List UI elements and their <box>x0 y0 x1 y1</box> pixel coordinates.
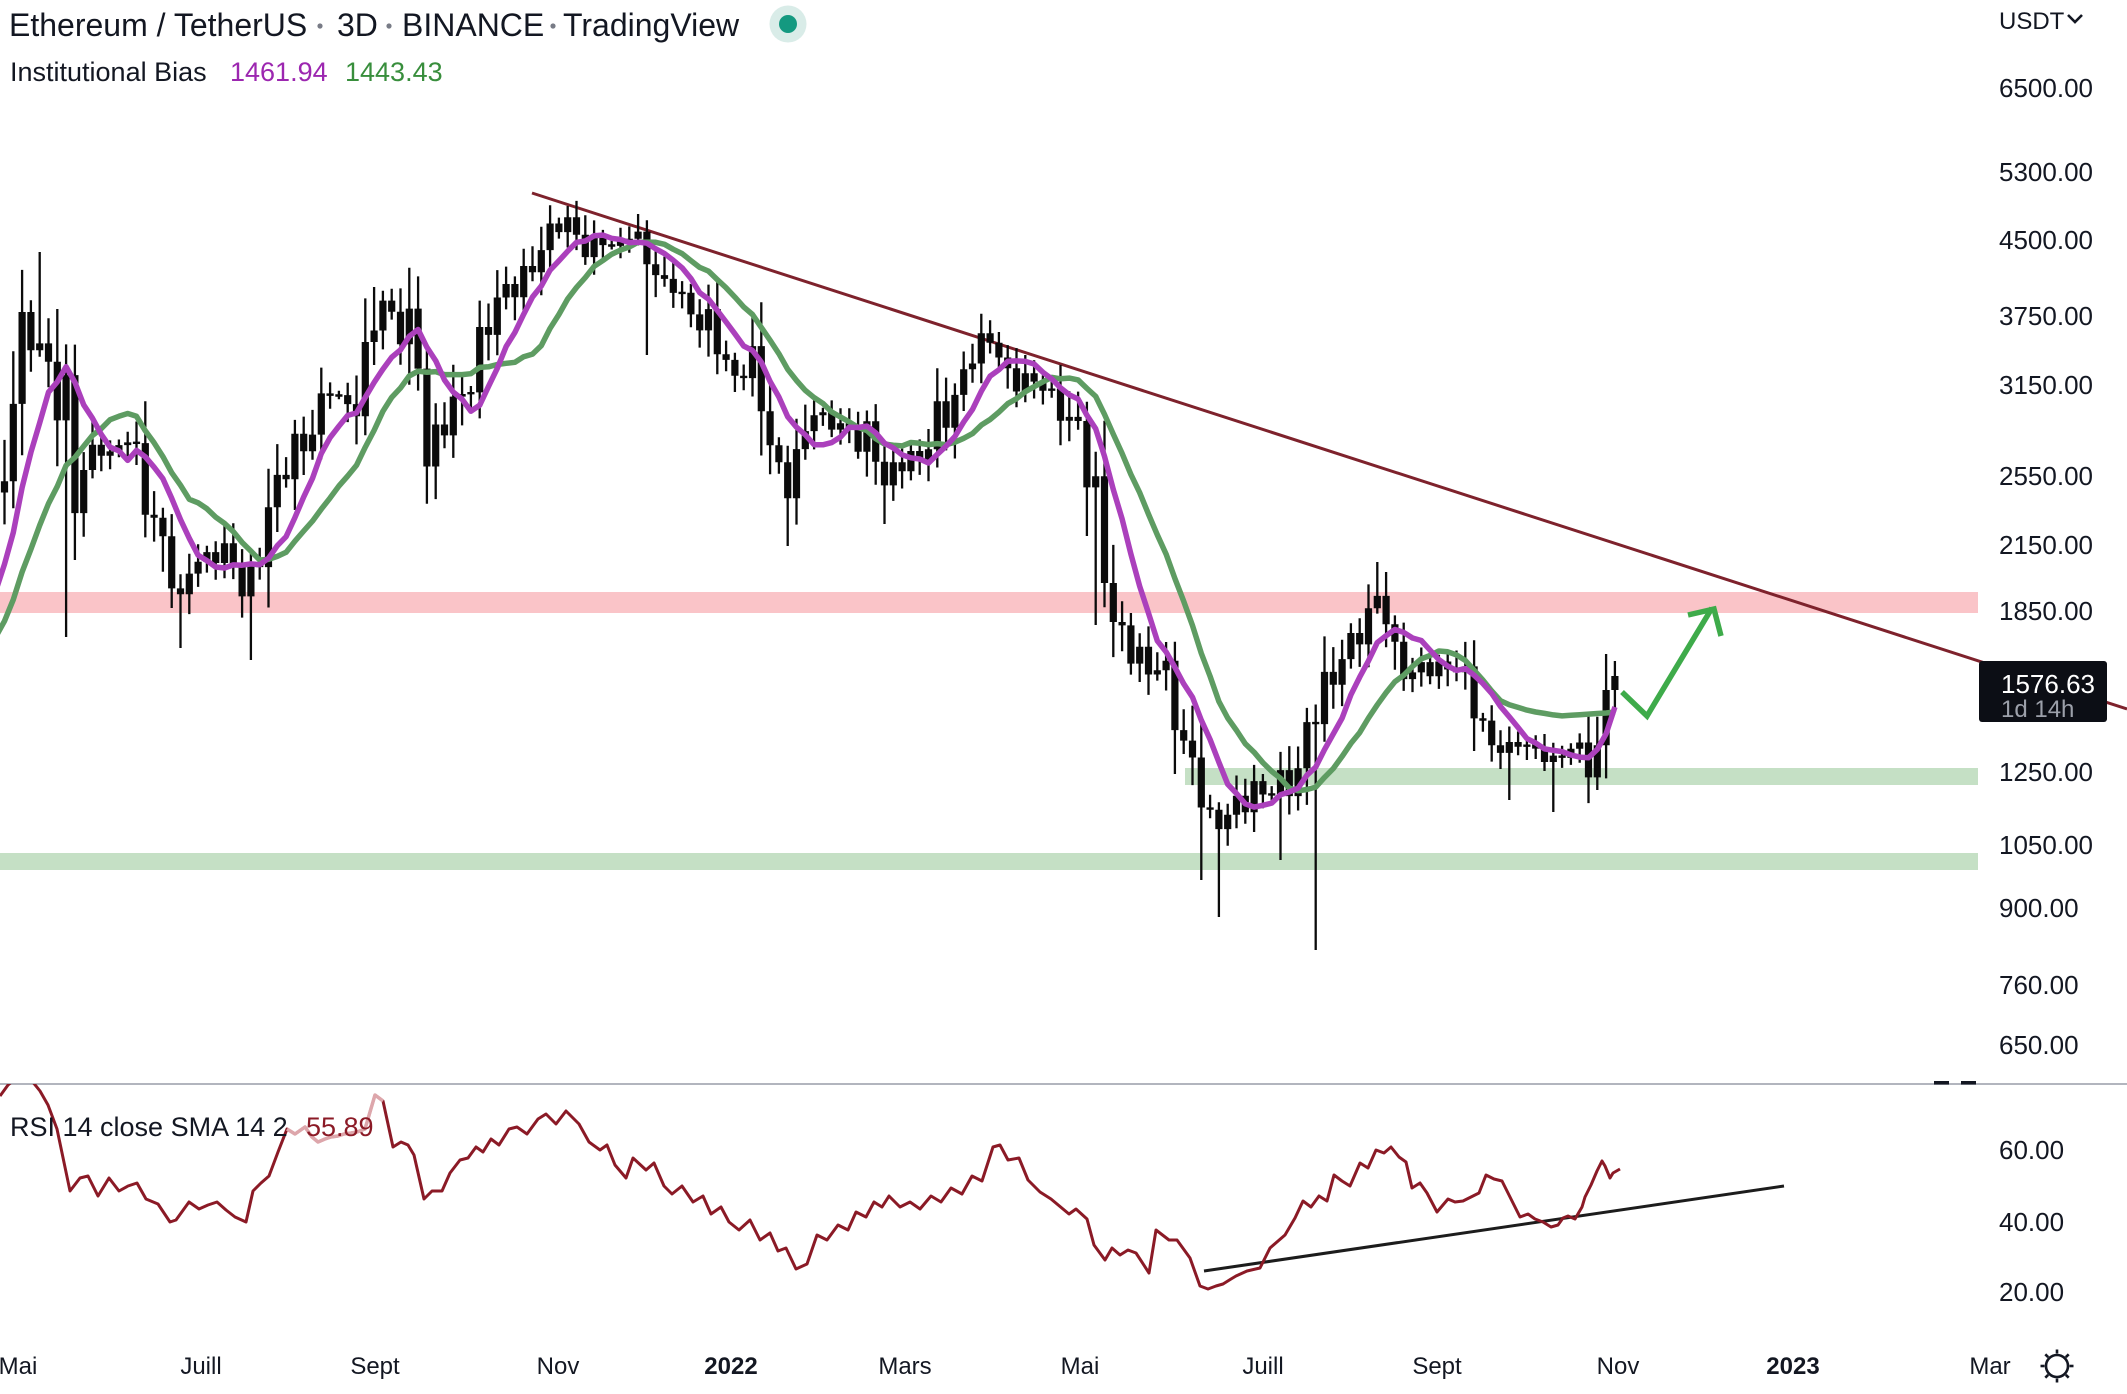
svg-text:2023: 2023 <box>1766 1353 1819 1380</box>
svg-text:2150.00: 2150.00 <box>1999 530 2093 560</box>
svg-text:1250.00: 1250.00 <box>1999 757 2093 787</box>
svg-text:60.00: 60.00 <box>1999 1135 2064 1165</box>
svg-text:20.00: 20.00 <box>1999 1277 2064 1307</box>
svg-text:Mai: Mai <box>1061 1353 1100 1380</box>
svg-text:1d 14h: 1d 14h <box>2001 696 2074 723</box>
svg-text:650.00: 650.00 <box>1999 1030 2079 1060</box>
svg-text:40.00: 40.00 <box>1999 1207 2064 1237</box>
svg-text:USDT: USDT <box>1999 8 2065 35</box>
svg-text:900.00: 900.00 <box>1999 893 2079 923</box>
svg-text:3750.00: 3750.00 <box>1999 301 2093 331</box>
svg-text:Mars: Mars <box>878 1353 931 1380</box>
svg-text:1576.63: 1576.63 <box>2001 669 2095 699</box>
svg-text:1850.00: 1850.00 <box>1999 596 2093 626</box>
svg-text:RSI 14 close SMA 14 2: RSI 14 close SMA 14 2 <box>10 1112 288 1142</box>
svg-text:3150.00: 3150.00 <box>1999 370 2093 400</box>
svg-text:1050.00: 1050.00 <box>1999 830 2093 860</box>
svg-text:Juill: Juill <box>1242 1353 1283 1380</box>
svg-text:Mai: Mai <box>0 1353 37 1380</box>
svg-text:1443.43: 1443.43 <box>345 57 443 87</box>
svg-text:Institutional Bias: Institutional Bias <box>10 57 207 87</box>
svg-text:2550.00: 2550.00 <box>1999 461 2093 491</box>
svg-text:BINANCE: BINANCE <box>402 7 544 43</box>
svg-text:4500.00: 4500.00 <box>1999 225 2093 255</box>
svg-text:Sept: Sept <box>350 1353 400 1380</box>
svg-text:55.89: 55.89 <box>306 1112 374 1142</box>
svg-text:2022: 2022 <box>704 1353 757 1380</box>
svg-text:Nov: Nov <box>537 1353 580 1380</box>
svg-text:Nov: Nov <box>1597 1353 1640 1380</box>
svg-text:1461.94: 1461.94 <box>230 57 328 87</box>
svg-text:Sept: Sept <box>1412 1353 1462 1380</box>
svg-text:Mar: Mar <box>1969 1353 2010 1380</box>
svg-text:760.00: 760.00 <box>1999 970 2079 1000</box>
svg-text:5300.00: 5300.00 <box>1999 157 2093 187</box>
svg-text:6500.00: 6500.00 <box>1999 73 2093 103</box>
svg-text:Ethereum / TetherUS: Ethereum / TetherUS <box>9 7 307 43</box>
svg-text:TradingView: TradingView <box>563 7 740 43</box>
svg-text:3D: 3D <box>337 7 378 43</box>
svg-text:Juill: Juill <box>180 1353 221 1380</box>
